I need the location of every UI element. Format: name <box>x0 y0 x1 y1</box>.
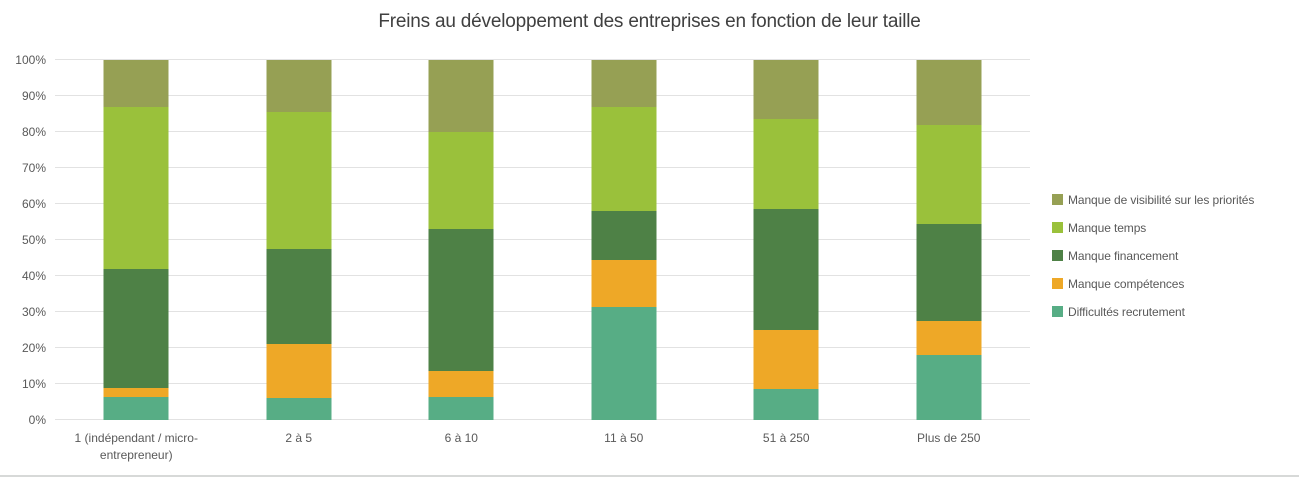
gridline <box>55 59 1030 60</box>
bar-row <box>55 60 1030 420</box>
bar-segment <box>916 321 982 356</box>
legend-label: Manque de visibilité sur les priorités <box>1068 192 1255 207</box>
x-axis-category-label: Plus de 250 <box>868 430 1031 464</box>
bar-segment <box>753 209 819 331</box>
bar-segment <box>428 60 494 133</box>
bar-segment <box>266 60 332 113</box>
gridline <box>55 383 1030 384</box>
y-axis-tick-label: 20% <box>21 341 46 355</box>
bar-segment <box>266 112 332 250</box>
bar-segment <box>591 306 657 420</box>
y-axis-tick-label: 0% <box>28 413 46 427</box>
bar-segment <box>591 60 657 107</box>
x-axis-category-text: Plus de 250 <box>917 431 981 445</box>
bar-cell <box>380 60 543 420</box>
bar-segment <box>266 398 332 420</box>
stacked-bar <box>266 60 332 420</box>
y-axis: 0% 10% 20% 30% 40% 50% 60% 70% 80% 90% 100% <box>0 53 46 427</box>
x-axis-category-text: 11 à 50 <box>604 431 644 445</box>
bar-segment <box>103 268 169 388</box>
y-axis-tick-label: 10% <box>21 377 46 391</box>
bar-segment <box>753 119 819 210</box>
legend-item: Manque financement <box>1052 248 1254 263</box>
bar-segment <box>103 106 169 269</box>
bar-cell <box>705 60 868 420</box>
bar-segment <box>266 344 332 399</box>
bar-cell <box>218 60 381 420</box>
legend-swatch <box>1052 222 1063 233</box>
bar-segment <box>266 249 332 345</box>
legend-swatch <box>1052 278 1063 289</box>
y-axis-tick-label: 90% <box>21 89 46 103</box>
legend: Manque de visibilité sur les priorités Ma… <box>1052 193 1254 333</box>
x-axis-category-text: 51 à 250 <box>762 431 810 445</box>
x-axis-category-label: 6 à 10 <box>380 430 543 464</box>
stacked-bar <box>103 60 169 420</box>
bar-segment <box>591 259 657 307</box>
bar-segment <box>916 355 982 420</box>
x-axis-category-text: 6 à 10 <box>444 431 478 445</box>
y-axis-tick-label: 60% <box>21 197 46 211</box>
legend-item: Manque de visibilité sur les priorités <box>1052 192 1255 207</box>
legend-swatch <box>1052 250 1063 261</box>
stacked-bar <box>428 60 494 420</box>
x-axis-category-text: 2 à 5 <box>285 431 313 445</box>
x-axis-category-label: 11 à 50 <box>543 430 706 464</box>
x-axis-category-text: 1 (indépendant / micro-entrepreneur) <box>74 431 198 462</box>
x-axis-category-label: 1 (indépendant / micro-entrepreneur) <box>55 430 218 464</box>
gridline <box>55 275 1030 276</box>
bar-segment <box>916 223 982 322</box>
y-axis-tick-label: 40% <box>21 269 46 283</box>
x-axis-category-label: 51 à 250 <box>705 430 868 464</box>
bar-segment <box>591 106 657 212</box>
gridline <box>55 239 1030 240</box>
bar-cell <box>868 60 1031 420</box>
gridline <box>55 95 1030 96</box>
legend-label: Difficultés recrutement <box>1068 304 1185 319</box>
bottom-divider-line <box>0 475 1299 477</box>
gridline <box>55 167 1030 168</box>
bar-cell <box>543 60 706 420</box>
chart-title: Freins au développement des entreprises … <box>378 11 921 32</box>
legend-label: Manque financement <box>1068 248 1179 263</box>
bar-cell <box>55 60 218 420</box>
y-axis-tick-label: 80% <box>21 125 46 139</box>
x-axis: 1 (indépendant / micro-entrepreneur) 2 à … <box>55 430 1030 464</box>
bar-segment <box>916 60 982 125</box>
x-axis-category-label: 2 à 5 <box>218 430 381 464</box>
stacked-bar <box>591 60 657 420</box>
stacked-bar <box>916 60 982 420</box>
bar-segment <box>753 330 819 390</box>
bar-segment <box>103 60 169 107</box>
bar-segment <box>753 389 819 420</box>
bar-segment <box>103 387 169 397</box>
legend-item: Manque compétences <box>1052 276 1254 291</box>
legend-item: Manque temps <box>1052 220 1254 235</box>
y-axis-tick-label: 50% <box>21 233 46 247</box>
bar-segment <box>103 396 169 420</box>
gridline <box>55 131 1030 132</box>
gridline <box>55 347 1030 348</box>
bar-segment <box>428 132 494 230</box>
legend-item: Difficultés recrutement <box>1052 304 1254 319</box>
gridline <box>55 419 1030 420</box>
gridline <box>55 311 1030 312</box>
bar-segment <box>753 60 819 120</box>
gridline <box>55 203 1030 204</box>
y-axis-tick-label: 30% <box>21 305 46 319</box>
legend-label: Manque compétences <box>1068 276 1185 291</box>
bar-segment <box>916 124 982 224</box>
stacked-bar <box>753 60 819 420</box>
legend-swatch <box>1052 194 1063 205</box>
bar-segment <box>428 396 494 420</box>
y-axis-tick-label: 70% <box>21 161 46 175</box>
legend-label: Manque temps <box>1068 220 1147 235</box>
legend-swatch <box>1052 306 1063 317</box>
bar-segment <box>591 211 657 260</box>
bar-segment <box>428 229 494 372</box>
plot-area <box>55 59 1030 420</box>
bar-segment <box>428 371 494 397</box>
y-axis-tick-label: 100% <box>15 53 46 67</box>
